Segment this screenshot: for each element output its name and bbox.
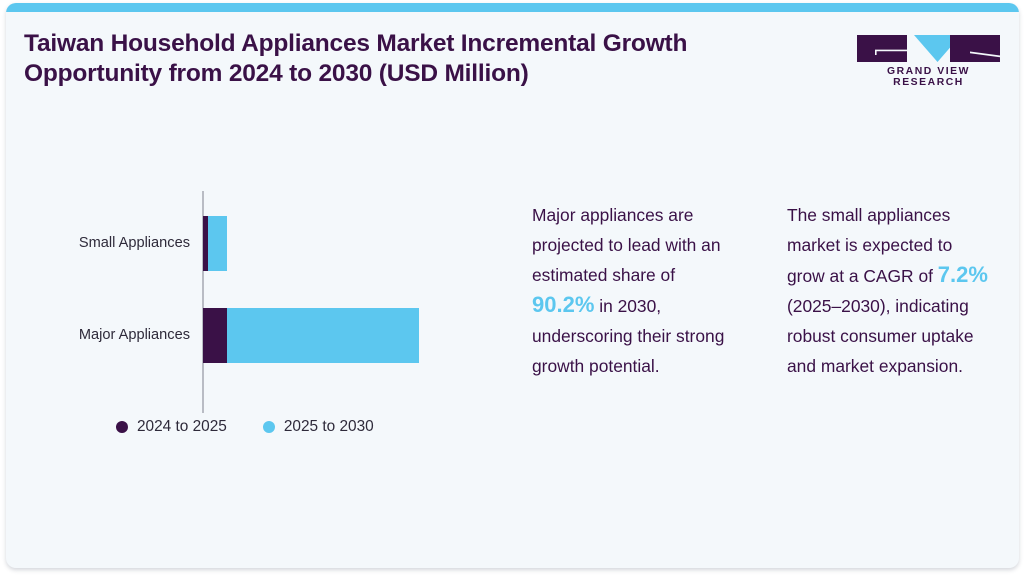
callout-text-after: (2025–2030), indicating robust consumer … <box>787 296 974 376</box>
legend-item-2024-to-2025: 2024 to 2025 <box>116 418 227 436</box>
legend-dot-icon <box>116 421 128 433</box>
brand-logo-text: GRAND VIEW RESEARCH <box>886 66 971 88</box>
bar-segment-2024-to-2025 <box>203 308 227 363</box>
callout-small-appliances-cagr: The small appliances market is expected … <box>787 200 991 381</box>
legend-label: 2024 to 2025 <box>137 418 227 435</box>
bar-segment-2024-to-2025 <box>203 216 208 271</box>
chart-legend: 2024 to 2025 2025 to 2030 <box>116 418 374 436</box>
callout-text-after: in 2030, underscoring their strong growt… <box>532 296 725 376</box>
callout-major-appliances-share: Major appliances are projected to lead w… <box>532 200 728 381</box>
brand-logo: GRAND VIEW RESEARCH <box>851 34 1006 89</box>
legend-dot-icon <box>262 421 275 433</box>
callout-highlight-value: 7.2% <box>937 262 988 287</box>
incremental-growth-bar-chart: Small Appliances Major Appliances 2024 t… <box>6 163 476 463</box>
infographic-card: Taiwan Household Appliances Market Incre… <box>6 3 1019 568</box>
page-title: Taiwan Household Appliances Market Incre… <box>24 30 688 87</box>
callout-highlight-value: 90.2% <box>532 292 595 317</box>
bar-segment-2025-to-2030 <box>208 216 227 271</box>
category-label-small-appliances: Small Appliances <box>78 235 190 251</box>
callout-text-before: Major appliances are projected to lead w… <box>532 205 721 285</box>
top-accent-bar <box>6 3 1019 12</box>
gvr-logo-icon <box>851 34 1006 64</box>
legend-item-2025-to-2030: 2025 to 2030 <box>262 418 374 436</box>
bar-segment-2025-to-2030 <box>227 308 419 363</box>
legend-label: 2025 to 2030 <box>283 418 374 435</box>
category-label-major-appliances: Major Appliances <box>78 327 190 343</box>
header: Taiwan Household Appliances Market Incre… <box>6 12 1019 100</box>
chart-axis-line <box>202 191 204 413</box>
callout-text-before: The small appliances market is expected … <box>787 205 953 286</box>
